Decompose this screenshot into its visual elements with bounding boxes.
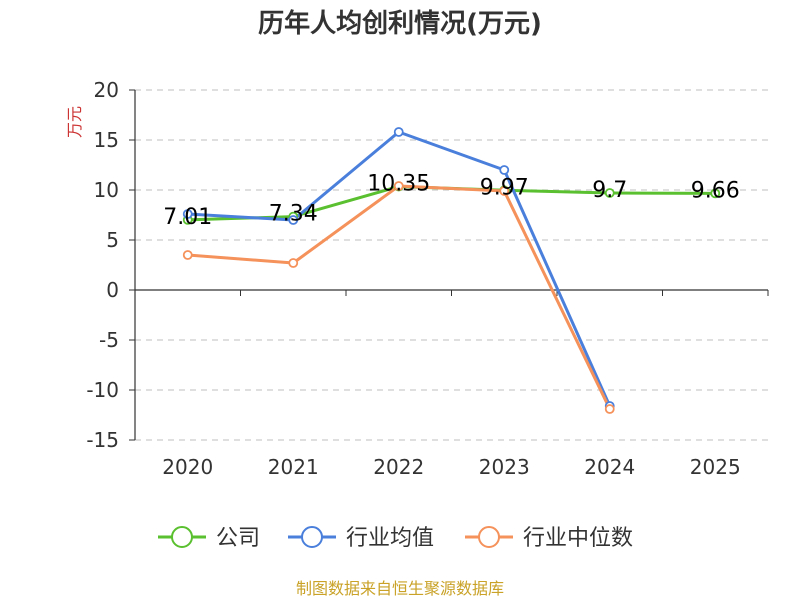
- data-point[interactable]: [288, 258, 299, 268]
- series-points: [182, 127, 721, 414]
- x-tick-label: 2020: [162, 455, 213, 479]
- legend-marker-icon: [171, 526, 193, 548]
- series-line: [187, 185, 716, 222]
- grid-lines: [135, 89, 768, 441]
- data-point[interactable]: [393, 127, 404, 137]
- x-tick-label: 2023: [479, 455, 530, 479]
- data-point[interactable]: [393, 181, 404, 191]
- series-line: [187, 184, 612, 410]
- data-point[interactable]: [604, 404, 615, 414]
- data-point[interactable]: [288, 215, 299, 225]
- legend-item[interactable]: 公司: [158, 526, 260, 551]
- legend-label: 行业均值: [346, 526, 434, 551]
- data-point[interactable]: [499, 165, 510, 175]
- y-tick-label: 15: [94, 128, 119, 152]
- data-point[interactable]: [710, 188, 721, 199]
- x-tick-label: 2024: [584, 455, 635, 479]
- axes: [129, 89, 769, 441]
- data-label: 9.7: [592, 178, 627, 203]
- y-tick-label: -15: [86, 428, 119, 452]
- y-tick-label: 20: [94, 78, 119, 102]
- legend-label: 公司: [216, 526, 260, 551]
- legend[interactable]: 公司 行业均值 行业中位数: [158, 526, 633, 551]
- data-label: 9.66: [691, 178, 740, 203]
- series-lines: [187, 130, 716, 410]
- data-point[interactable]: [604, 188, 615, 198]
- legend-marker-icon: [301, 526, 323, 548]
- y-tick-label: -5: [99, 328, 119, 352]
- y-tick-label: 5: [106, 228, 119, 252]
- y-tick-labels: 20 15 10 5 0 -5 -10 -15: [86, 78, 119, 452]
- legend-marker-icon: [478, 526, 500, 548]
- chart-title: 历年人均创利情况(万元): [258, 8, 542, 39]
- data-labels: 7.01 7.34 10.35 9.97 9.7 9.66: [163, 172, 739, 230]
- y-tick-label: -10: [86, 378, 119, 402]
- data-point[interactable]: [182, 250, 193, 260]
- data-label: 7.34: [269, 202, 318, 227]
- x-tick-label: 2022: [373, 455, 424, 479]
- x-tick-labels: 2020 2021 2022 2023 2024 2025: [162, 455, 740, 479]
- y-tick-label: 0: [106, 278, 119, 302]
- x-tick-label: 2025: [690, 455, 741, 479]
- legend-label: 行业中位数: [523, 526, 633, 551]
- y-axis-label: 万元: [65, 106, 84, 138]
- data-point[interactable]: [182, 209, 193, 219]
- x-tick-label: 2021: [268, 455, 319, 479]
- legend-item[interactable]: 行业中位数: [465, 526, 633, 551]
- source-note: 制图数据来自恒生聚源数据库: [296, 579, 504, 598]
- data-point[interactable]: [499, 186, 510, 196]
- data-label: 7.01: [163, 205, 212, 230]
- legend-item[interactable]: 行业均值: [288, 526, 434, 551]
- data-label: 10.35: [367, 172, 430, 197]
- y-tick-label: 10: [94, 178, 119, 202]
- data-label: 9.97: [480, 175, 529, 200]
